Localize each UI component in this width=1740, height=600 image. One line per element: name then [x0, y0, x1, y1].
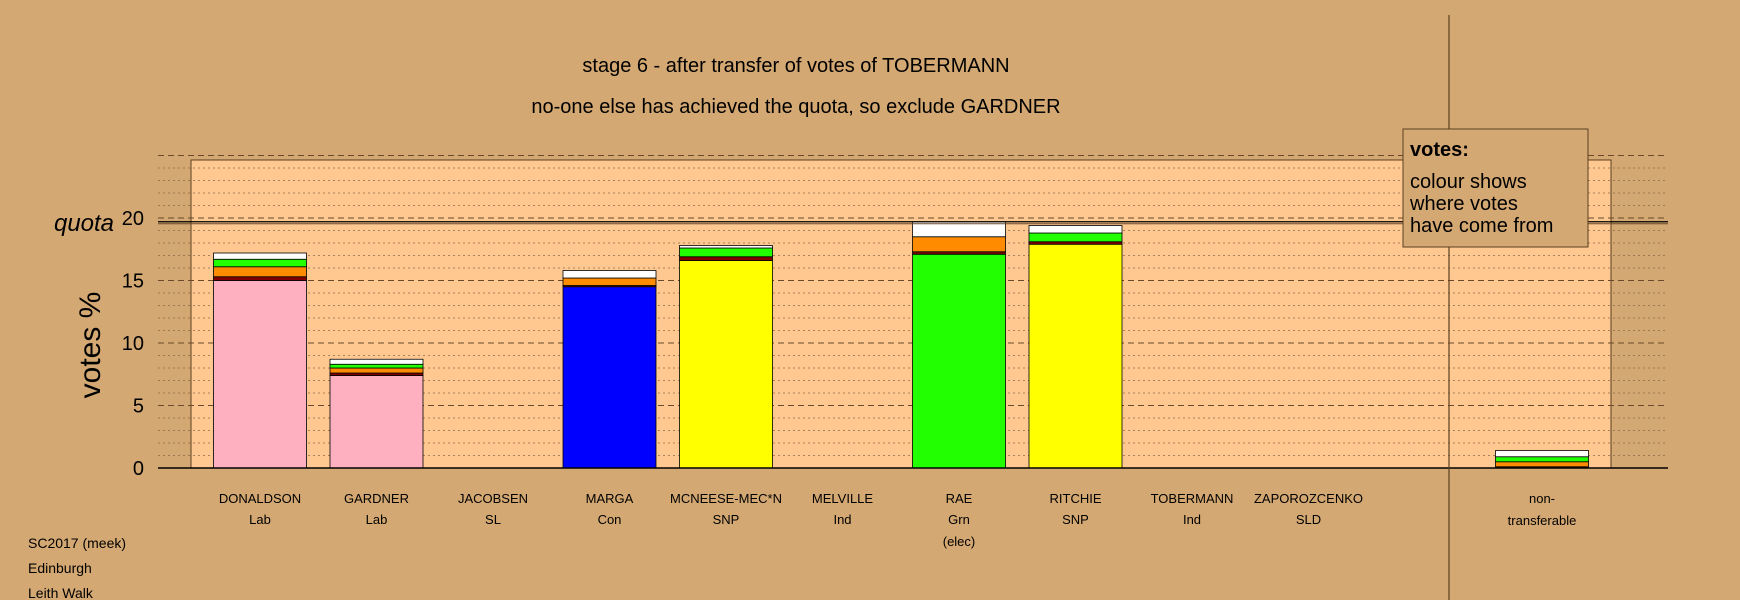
bar-segment: [1028, 225, 1123, 234]
candidate-name: RAE: [946, 491, 973, 506]
bar-segment: [213, 280, 307, 469]
y-axis-label: votes %: [74, 292, 107, 399]
candidate-party: SNP: [1062, 512, 1089, 527]
category-labels: DONALDSON Lab GARDNER Lab JACOBSEN SL MARGA Con…: [219, 491, 1577, 549]
y-tick-label: 10: [122, 333, 144, 355]
bar-segment: [213, 258, 307, 268]
candidate-party: Grn: [948, 512, 970, 527]
y-axis: 0 5 10 15 20: [122, 208, 1668, 480]
legend-title: votes:: [1410, 139, 1469, 161]
bars: [213, 221, 1589, 469]
y-tick-label: 20: [122, 208, 144, 230]
candidate-name: ZAPOROZCENKO: [1254, 491, 1363, 506]
bar-segment: [1028, 243, 1123, 469]
candidate-name: DONALDSON: [219, 491, 301, 506]
candidate-party: SL: [485, 512, 501, 527]
legend-box: [1402, 128, 1589, 248]
bar-donaldson: [213, 252, 307, 469]
bar-segment: [329, 358, 424, 365]
bar-segment: [1495, 450, 1589, 458]
plot-area: [190, 159, 1612, 469]
legend-line-2: where votes: [1409, 193, 1518, 215]
candidate-name: MCNEESE-MEC*N: [670, 491, 782, 506]
bar-segment: [912, 236, 1006, 253]
candidate-name: MARGA: [586, 491, 634, 506]
bar-segment: [329, 367, 424, 374]
bar-segment: [329, 375, 424, 469]
quota-label: quota: [54, 210, 114, 237]
footer-council: Edinburgh: [28, 560, 92, 576]
bar-segment: [562, 277, 657, 286]
bar-segment: [1028, 232, 1123, 243]
legend: votes: colour shows where votes have com…: [1402, 128, 1589, 248]
candidate-party: Ind: [1183, 512, 1201, 527]
bar-segment: [679, 245, 773, 249]
bar-segment: [213, 252, 307, 260]
candidate-party: Lab: [366, 512, 388, 527]
nontransferable-label-1: non-: [1529, 491, 1555, 506]
legend-line-3: have come from: [1410, 215, 1553, 237]
nontransferable-label-2: transferable: [1508, 513, 1577, 528]
candidate-party: SNP: [713, 512, 740, 527]
bar-gardner: [329, 358, 424, 469]
bar-segment: [562, 286, 657, 469]
candidate-party: Con: [598, 512, 622, 527]
bar-segment: [1495, 456, 1589, 463]
footer-election: SC2017 (meek): [28, 535, 126, 551]
candidate-name: TOBERMANN: [1151, 491, 1234, 506]
y-tick-label: 15: [122, 271, 144, 293]
candidate-name: JACOBSEN: [458, 491, 528, 506]
bar-segment: [329, 363, 424, 369]
footer-ward: Leith Walk: [28, 585, 94, 600]
bar-marga: [562, 270, 657, 469]
candidate-name: GARDNER: [344, 491, 409, 506]
bar-segment: [213, 276, 307, 281]
y-tick-label: 0: [133, 458, 144, 480]
bar-mcneese-mec-n: [679, 245, 773, 469]
bar-ritchie: [1028, 225, 1123, 469]
legend-line-1: colour shows: [1410, 171, 1527, 193]
candidate-status: (elec): [943, 534, 976, 549]
bar-segment: [1495, 461, 1589, 468]
bar-segment: [679, 260, 773, 469]
bar-segment: [562, 270, 657, 279]
bar-segment: [679, 256, 773, 261]
chart-subtitle: no-one else has achieved the quota, so e…: [531, 96, 1060, 118]
candidate-party: Lab: [249, 512, 271, 527]
bar-segment: [679, 247, 773, 258]
bar-rae: [912, 221, 1006, 469]
candidate-name: RITCHIE: [1050, 491, 1102, 506]
candidate-party: SLD: [1296, 512, 1321, 527]
bar-segment: [213, 266, 307, 278]
bar-segment: [912, 253, 1006, 469]
candidate-party: Ind: [833, 512, 851, 527]
chart-title: stage 6 - after transfer of votes of TOB…: [582, 55, 1009, 77]
bar-nontransferable: [1495, 450, 1589, 469]
y-tick-label: 5: [133, 396, 144, 418]
candidate-name: MELVILLE: [812, 491, 874, 506]
